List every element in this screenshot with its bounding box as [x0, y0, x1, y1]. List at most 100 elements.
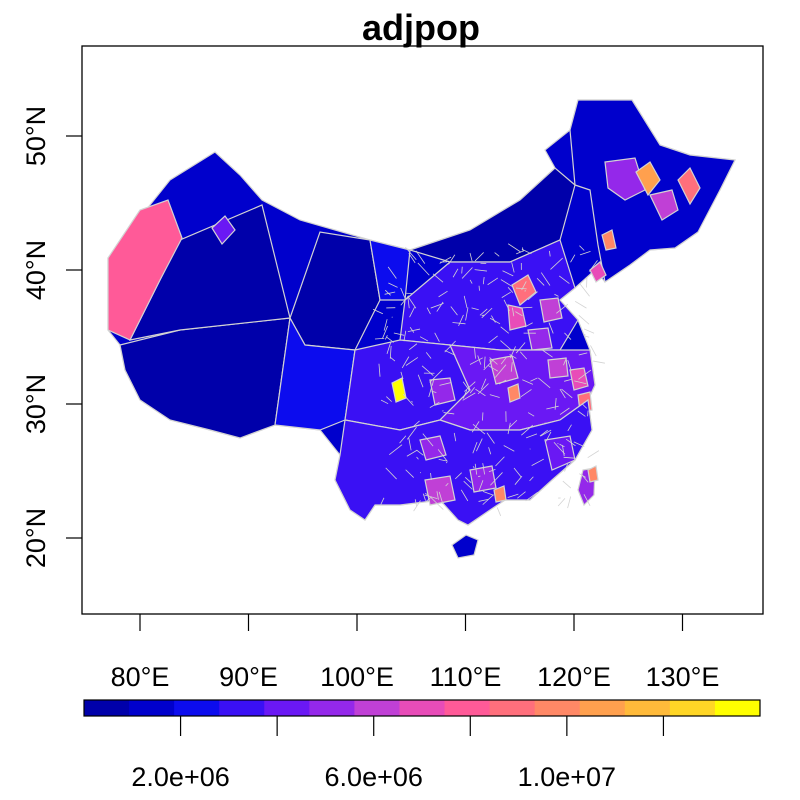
boundary-line [515, 287, 527, 290]
boundary-line [489, 357, 498, 365]
boundary-line [380, 399, 389, 405]
boundary-line [559, 407, 570, 415]
boundary-line [477, 475, 481, 478]
region-ne-pink [677, 166, 701, 206]
boundary-line [460, 489, 469, 502]
color-legend: 2.0e+06 6.0e+06 1.0e+07 [83, 699, 761, 792]
legend-swatch [534, 700, 581, 716]
boundary-line [588, 260, 598, 272]
boundary-line [545, 431, 552, 442]
boundary-line [522, 247, 524, 251]
boundary-line [519, 306, 533, 309]
boundary-line [489, 394, 500, 398]
boundary-line [438, 290, 448, 298]
legend-swatch [309, 700, 355, 716]
boundary-line [488, 335, 498, 344]
region-henan [489, 355, 519, 385]
boundary-line [393, 332, 405, 336]
x-tick-label: 100°E [320, 662, 394, 692]
boundary-line [527, 291, 538, 301]
legend-swatch [354, 700, 400, 716]
boundary-line [383, 319, 388, 331]
boundary-line [400, 287, 406, 300]
boundary-line [426, 307, 431, 315]
boundary-line [434, 332, 440, 342]
boundary-line [382, 325, 388, 339]
boundary-line [399, 435, 407, 444]
boundary-line [582, 403, 588, 409]
boundary-line [462, 389, 468, 399]
boundary-line [559, 388, 566, 399]
boundary-line [557, 498, 566, 507]
region-taiwan-north [587, 465, 599, 483]
boundary-line [412, 420, 420, 428]
boundary-line [463, 295, 468, 309]
boundary-line [438, 458, 447, 462]
boundary-line [524, 322, 533, 328]
boundary-line [464, 477, 472, 483]
boundary-line [488, 468, 496, 473]
legend-tick-label: 6.0e+06 [325, 762, 423, 792]
boundary-line [477, 355, 482, 365]
boundary-line [519, 351, 528, 360]
boundary-line [439, 382, 451, 386]
boundary-line [421, 365, 434, 376]
legend-swatch [174, 700, 220, 716]
boundary-line [507, 243, 521, 253]
boundary-line [389, 356, 396, 362]
boundary-line [413, 500, 421, 512]
y-tick-label: 20°N [21, 508, 51, 568]
boundary-line [407, 328, 421, 333]
boundary-line [507, 287, 514, 293]
boundary-line [521, 248, 532, 255]
boundary-line [474, 269, 487, 272]
boundary-line [483, 359, 494, 371]
boundary-line [401, 356, 410, 369]
legend-border [83, 699, 761, 717]
boundary-line [490, 472, 503, 486]
x-tick-label: 90°E [219, 662, 278, 692]
boundary-line [578, 315, 590, 325]
boundary-line [508, 419, 518, 429]
boundary-line [509, 354, 517, 359]
boundary-line [538, 377, 551, 389]
boundary-line [461, 267, 473, 279]
boundary-line [510, 362, 513, 372]
boundary-line [525, 491, 538, 502]
boundary-line [475, 388, 486, 397]
boundary-line [389, 444, 403, 456]
boundary-line [479, 308, 488, 316]
boundary-line [402, 393, 414, 406]
boundary-line [477, 383, 489, 395]
boundary-line [464, 381, 476, 392]
boundary-line [411, 400, 413, 403]
boundary-line [463, 480, 473, 490]
region-ne-magenta [649, 189, 679, 221]
boundary-line [408, 438, 412, 451]
boundary-line [422, 433, 434, 447]
region-hainan [451, 534, 479, 559]
boundary-line [558, 275, 570, 284]
region-beijing [511, 274, 537, 306]
boundary-line [428, 387, 433, 398]
boundary-line [450, 306, 458, 316]
boundary-line [414, 499, 418, 507]
boundary-line [570, 254, 576, 263]
region-urumqi [211, 215, 236, 245]
boundary-line [563, 456, 575, 459]
legend-swatch [669, 700, 716, 716]
boundary-line [563, 357, 567, 366]
boundary-line [453, 432, 457, 442]
boundary-line [374, 337, 385, 340]
boundary-line [430, 303, 444, 309]
boundary-line [452, 322, 466, 325]
boundary-line [579, 245, 585, 251]
boundary-line [556, 303, 569, 314]
boundary-line [474, 252, 484, 262]
boundary-line [564, 463, 568, 472]
boundary-line [385, 467, 397, 480]
legend-swatch [714, 700, 761, 716]
boundary-line [583, 494, 591, 506]
boundary-line [541, 349, 553, 358]
boundary-line [530, 377, 538, 382]
